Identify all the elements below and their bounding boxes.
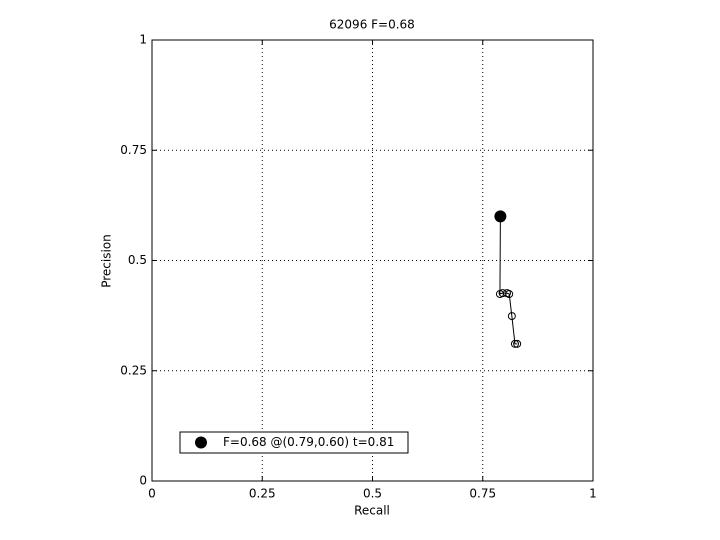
y-tick-label: 0.25 — [120, 363, 147, 377]
axes-box — [151, 39, 594, 482]
chart-title: 62096 F=0.68 — [329, 18, 415, 32]
x-tick-label: 0 — [148, 487, 156, 501]
best-point — [494, 210, 507, 223]
x-tick-label: 1 — [589, 487, 597, 501]
point-marker — [507, 312, 516, 321]
point-marker — [505, 290, 514, 299]
y-tick-label: 0.5 — [128, 253, 147, 267]
y-tick-label: 0.75 — [120, 143, 147, 157]
legend-box — [179, 431, 409, 454]
pr-curve — [499, 216, 518, 345]
x-tick-label: 0.5 — [363, 487, 382, 501]
point-marker — [513, 339, 522, 348]
y-tick-label: 1 — [139, 33, 147, 47]
x-axis-label: Recall — [354, 504, 390, 518]
legend-marker — [195, 436, 207, 449]
legend-label: F=0.68 @(0.79,0.60) t=0.81 — [223, 435, 394, 449]
y-tick-label: 0 — [139, 474, 147, 488]
point-marker — [510, 339, 519, 348]
x-tick-label: 0.25 — [249, 487, 276, 501]
y-axis-label: Precision — [100, 234, 114, 288]
x-tick-label: 0.75 — [469, 487, 496, 501]
